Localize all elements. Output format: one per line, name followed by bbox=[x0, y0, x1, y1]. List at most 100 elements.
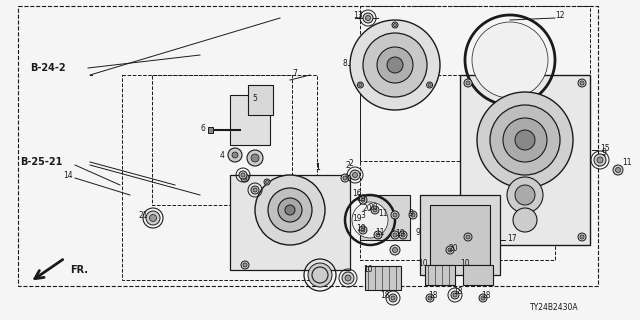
Circle shape bbox=[352, 202, 388, 238]
Circle shape bbox=[515, 185, 535, 205]
Circle shape bbox=[264, 179, 270, 185]
Text: 2: 2 bbox=[348, 158, 353, 167]
Circle shape bbox=[357, 82, 364, 88]
Circle shape bbox=[387, 57, 403, 73]
Text: FR.: FR. bbox=[70, 265, 88, 275]
Circle shape bbox=[401, 233, 405, 237]
Circle shape bbox=[363, 33, 427, 97]
Circle shape bbox=[371, 206, 379, 214]
Bar bbox=[360, 195, 410, 240]
Circle shape bbox=[464, 79, 472, 87]
Circle shape bbox=[268, 188, 312, 232]
Circle shape bbox=[341, 174, 349, 182]
Text: 19: 19 bbox=[352, 213, 362, 222]
Text: TY24B2430A: TY24B2430A bbox=[530, 303, 579, 313]
Text: 16: 16 bbox=[352, 188, 362, 197]
Text: 10: 10 bbox=[418, 259, 428, 268]
Text: 11: 11 bbox=[378, 209, 387, 218]
Circle shape bbox=[365, 15, 371, 20]
Circle shape bbox=[464, 233, 472, 241]
Circle shape bbox=[451, 291, 459, 299]
Circle shape bbox=[146, 211, 160, 225]
Circle shape bbox=[513, 208, 537, 232]
Circle shape bbox=[594, 154, 606, 166]
Text: 5: 5 bbox=[252, 93, 257, 102]
Circle shape bbox=[377, 47, 413, 83]
Circle shape bbox=[232, 152, 238, 158]
Bar bbox=[360, 75, 555, 260]
Circle shape bbox=[578, 233, 586, 241]
Circle shape bbox=[251, 186, 259, 194]
Circle shape bbox=[314, 269, 326, 281]
Text: 9: 9 bbox=[408, 209, 413, 218]
Text: 19: 19 bbox=[356, 223, 365, 233]
Circle shape bbox=[278, 198, 302, 222]
Circle shape bbox=[481, 296, 485, 300]
Circle shape bbox=[266, 180, 269, 183]
Circle shape bbox=[428, 296, 432, 300]
Circle shape bbox=[427, 82, 433, 88]
Circle shape bbox=[613, 165, 623, 175]
Circle shape bbox=[390, 245, 400, 255]
Text: 18: 18 bbox=[481, 291, 490, 300]
Text: 6: 6 bbox=[200, 124, 205, 132]
Circle shape bbox=[363, 13, 373, 23]
Circle shape bbox=[361, 198, 365, 202]
Circle shape bbox=[446, 246, 454, 254]
Circle shape bbox=[426, 294, 434, 302]
Circle shape bbox=[253, 188, 257, 192]
Circle shape bbox=[150, 214, 157, 221]
Circle shape bbox=[515, 130, 535, 150]
Text: 18: 18 bbox=[380, 291, 390, 300]
Text: 9: 9 bbox=[415, 228, 420, 236]
Circle shape bbox=[373, 208, 377, 212]
Bar bbox=[360, 6, 590, 161]
Text: 13: 13 bbox=[353, 11, 363, 20]
Circle shape bbox=[243, 263, 247, 267]
Circle shape bbox=[479, 294, 487, 302]
Circle shape bbox=[477, 92, 573, 188]
Circle shape bbox=[472, 22, 548, 98]
Text: 11: 11 bbox=[375, 228, 385, 236]
Text: 10: 10 bbox=[460, 259, 470, 268]
Circle shape bbox=[391, 231, 399, 239]
Circle shape bbox=[374, 231, 382, 239]
Bar bbox=[248, 85, 273, 115]
Bar bbox=[18, 6, 598, 286]
Circle shape bbox=[389, 294, 397, 302]
Circle shape bbox=[243, 176, 247, 180]
Circle shape bbox=[247, 150, 263, 166]
Circle shape bbox=[580, 235, 584, 239]
Text: 3: 3 bbox=[360, 211, 365, 220]
Text: 14: 14 bbox=[63, 171, 72, 180]
Circle shape bbox=[361, 228, 365, 232]
Text: B-25-21: B-25-21 bbox=[20, 157, 62, 167]
Circle shape bbox=[409, 211, 417, 219]
Text: 4: 4 bbox=[220, 150, 225, 159]
Circle shape bbox=[241, 174, 249, 182]
Circle shape bbox=[411, 213, 415, 217]
Text: 20: 20 bbox=[368, 203, 378, 212]
Circle shape bbox=[359, 84, 362, 86]
Circle shape bbox=[394, 23, 397, 27]
Circle shape bbox=[376, 233, 380, 237]
Bar bbox=[230, 175, 350, 270]
Text: 7: 7 bbox=[292, 68, 297, 77]
Text: 8: 8 bbox=[342, 59, 347, 68]
Circle shape bbox=[616, 167, 621, 172]
Circle shape bbox=[428, 84, 431, 86]
Circle shape bbox=[342, 272, 354, 284]
Bar bbox=[420, 195, 500, 275]
Text: 1: 1 bbox=[315, 163, 320, 172]
Text: 11: 11 bbox=[622, 157, 632, 166]
Circle shape bbox=[255, 175, 325, 245]
Circle shape bbox=[285, 205, 295, 215]
Text: 18: 18 bbox=[428, 291, 438, 300]
Bar bbox=[152, 75, 292, 205]
Circle shape bbox=[392, 247, 397, 252]
Circle shape bbox=[228, 148, 242, 162]
Circle shape bbox=[466, 235, 470, 239]
Circle shape bbox=[353, 172, 358, 178]
Text: 1: 1 bbox=[315, 163, 320, 172]
Bar bbox=[230, 95, 270, 145]
